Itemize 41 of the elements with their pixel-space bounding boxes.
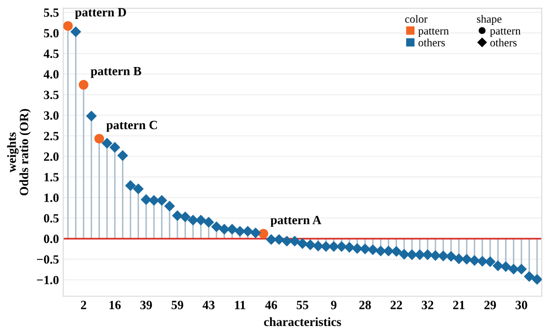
text: color xyxy=(405,14,428,23)
x-tick-label: 55 xyxy=(296,300,308,310)
x-tick-label: 9 xyxy=(330,300,336,310)
x-axis-title: characteristics xyxy=(264,317,342,326)
y-tick-label: 4.5 xyxy=(44,50,59,58)
x-tick-label: 29 xyxy=(484,300,496,310)
y-tick-label: 4.0 xyxy=(44,70,59,79)
y-tick-label: 1.0 xyxy=(44,194,59,202)
data-label: pattern B xyxy=(90,67,142,78)
x-tick-label: 30 xyxy=(516,300,528,310)
data-label: pattern D xyxy=(75,8,126,20)
y-tick-label: −1.0 xyxy=(36,276,59,284)
x-tick-label: 22 xyxy=(390,300,402,310)
x-tick-label: 59 xyxy=(172,300,184,310)
y-tick-label: 2.5 xyxy=(44,132,59,140)
y-tick-label: 0.0 xyxy=(44,234,59,244)
y-tick-label: 3.5 xyxy=(44,90,59,100)
data-label: pattern A xyxy=(270,216,322,227)
legend-label: pattern xyxy=(418,28,449,37)
y-tick-label: 5.0 xyxy=(44,28,59,38)
y-tick-label: −0.5 xyxy=(36,255,59,264)
x-tick-label: 43 xyxy=(202,300,214,310)
x-tick-label: 28 xyxy=(359,300,371,310)
text: pattern xyxy=(490,28,521,37)
text: others xyxy=(490,38,517,46)
data-label: pattern C xyxy=(106,120,157,132)
x-tick-label: 11 xyxy=(235,300,246,310)
y-axis-title: weights Odds ratio (OR) xyxy=(7,109,31,196)
y-tick-label: 5.5 xyxy=(44,8,59,17)
text: shape xyxy=(477,14,502,26)
y-tick-label: 1.5 xyxy=(44,173,59,182)
x-tick-label: 2 xyxy=(80,300,86,310)
x-tick-label: 39 xyxy=(140,300,152,310)
y-tick-label: 0.5 xyxy=(44,214,59,223)
y-tick-label: 3.0 xyxy=(44,111,59,120)
x-tick-label: 46 xyxy=(265,300,278,310)
x-tick-label: 21 xyxy=(453,300,464,310)
x-tick-label: 16 xyxy=(110,300,121,310)
legend-label: others xyxy=(418,38,445,46)
y-tick-label: 2.0 xyxy=(44,152,59,161)
x-tick-label: 32 xyxy=(422,300,434,310)
